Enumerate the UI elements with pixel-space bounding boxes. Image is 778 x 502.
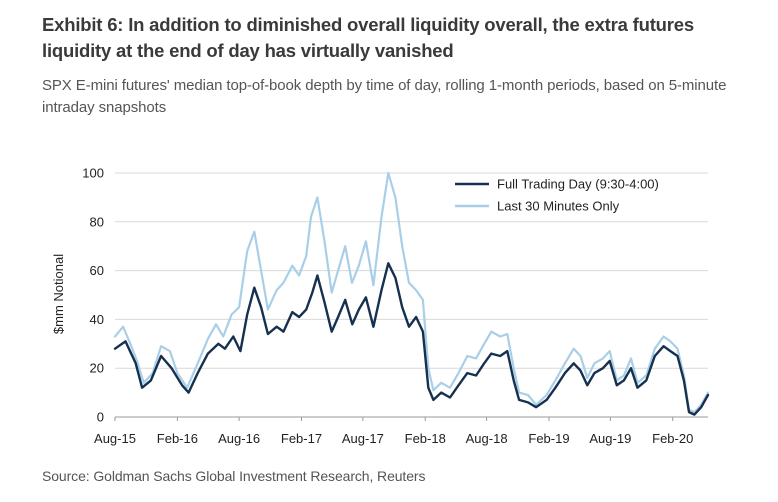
x-tick-label: Feb-20	[652, 431, 693, 446]
x-axis: Aug-15 Feb-16 Aug-16 Feb-17 Aug-17 Feb-18 Aug-…	[94, 417, 693, 446]
exhibit-title: Exhibit 6: In addition to diminished ove…	[42, 14, 694, 61]
series-line-full-trading-day	[113, 262, 710, 416]
y-tick-label: 60	[90, 263, 104, 278]
source-note: Source: Goldman Sachs Global Investment …	[42, 468, 426, 484]
legend-label: Last 30 Minutes Only	[497, 199, 620, 214]
x-tick-label: Aug-15	[94, 431, 136, 446]
exhibit-subtitle: SPX E-mini futures' median top-of-book d…	[42, 77, 727, 116]
series-line-last-30-minutes	[113, 171, 710, 414]
legend-label: Full Trading Day (9:30-4:00)	[497, 177, 659, 192]
x-tick-label: Aug-16	[218, 431, 260, 446]
x-tick-label: Feb-16	[157, 431, 198, 446]
x-tick-label: Feb-19	[528, 431, 569, 446]
y-axis: 0 20 40 60 80 100	[82, 166, 104, 425]
y-tick-label: 100	[82, 166, 104, 181]
series-lines	[113, 171, 710, 416]
legend: Full Trading Day (9:30-4:00) Last 30 Minu…	[455, 177, 659, 214]
x-tick-label: Aug-19	[589, 431, 631, 446]
y-tick-label: 20	[90, 361, 104, 376]
x-tick-label: Aug-17	[342, 431, 384, 446]
x-tick-label: Aug-18	[466, 431, 508, 446]
y-tick-label: 40	[90, 312, 104, 327]
y-tick-label: 80	[90, 214, 104, 229]
gridlines	[115, 172, 708, 418]
x-tick-label: Feb-18	[405, 431, 446, 446]
x-tick-label: Feb-17	[281, 431, 322, 446]
y-tick-label: 0	[97, 410, 104, 425]
y-axis-label: $mm Notional	[51, 254, 66, 334]
